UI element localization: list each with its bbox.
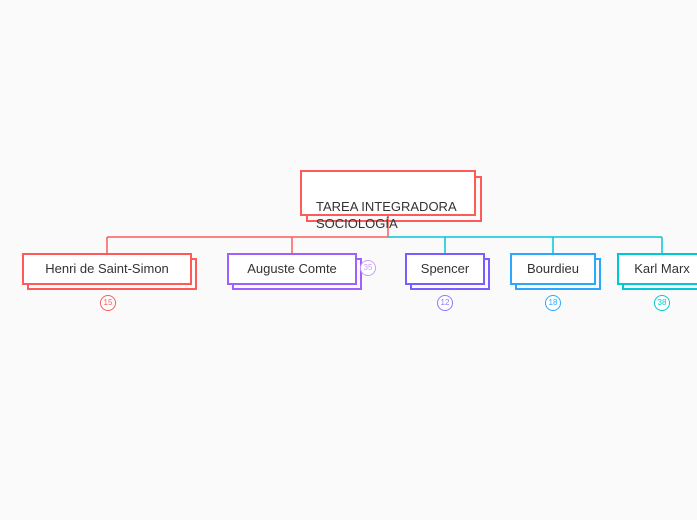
count-badge-marx: 38 <box>654 295 670 311</box>
child-node-label: Bourdieu <box>527 260 579 278</box>
child-node-marx[interactable]: Karl Marx <box>617 253 697 285</box>
count-badge-value: 38 <box>658 298 667 307</box>
child-node-saint-simon[interactable]: Henri de Saint-Simon <box>22 253 192 285</box>
count-badge-value: 15 <box>104 298 113 307</box>
child-node-label: Auguste Comte <box>247 260 337 278</box>
count-badge-comte: 35 <box>360 260 376 276</box>
count-badge-saint-simon: 15 <box>100 295 116 311</box>
count-badge-spencer: 12 <box>437 295 453 311</box>
child-node-spencer[interactable]: Spencer <box>405 253 485 285</box>
child-node-comte[interactable]: Auguste Comte <box>227 253 357 285</box>
count-badge-value: 12 <box>441 298 450 307</box>
count-badge-bourdieu: 18 <box>545 295 561 311</box>
count-badge-value: 18 <box>549 298 558 307</box>
child-node-label: Henri de Saint-Simon <box>45 260 169 278</box>
root-node[interactable]: TAREA INTEGRADORA SOCIOLOGÍA <box>300 170 476 216</box>
child-node-label: Spencer <box>421 260 469 278</box>
count-badge-value: 35 <box>364 263 373 272</box>
child-node-bourdieu[interactable]: Bourdieu <box>510 253 596 285</box>
child-node-label: Karl Marx <box>634 260 690 278</box>
root-node-label: TAREA INTEGRADORA SOCIOLOGÍA <box>316 199 457 232</box>
